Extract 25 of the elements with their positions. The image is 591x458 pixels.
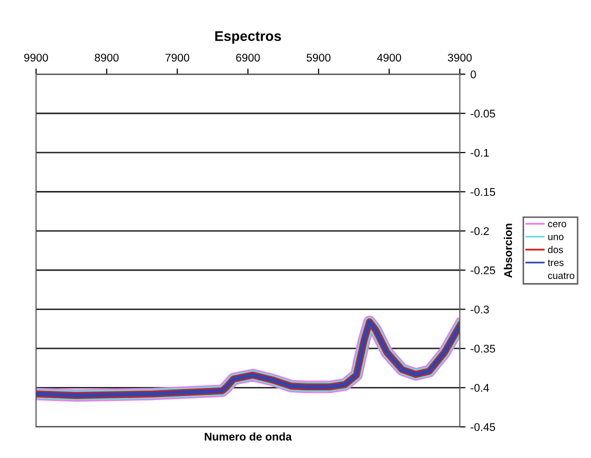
y-tick-label: -0.15 [470, 188, 496, 196]
x-tick-label: 7900 [166, 54, 190, 62]
y-tick-label: -0.3 [470, 306, 489, 314]
legend-label: uno [548, 234, 564, 240]
y-tick-label: -0.4 [470, 384, 490, 392]
x-tick-label: 4900 [377, 54, 402, 62]
text: cuatro [548, 272, 574, 280]
y-tick-label: -0.05 [470, 110, 496, 118]
y-axis-title: Absorcion [504, 224, 512, 278]
x-tick-label: 9900 [24, 54, 48, 62]
x-axis-title: Numero de onda [204, 432, 292, 441]
y-tick-label: -0.45 [470, 423, 496, 431]
legend-label: cero [548, 222, 566, 228]
y-tick-label: -0.25 [470, 266, 496, 274]
x-tick-label: 6900 [236, 54, 260, 62]
legend-label: dos [548, 246, 563, 254]
y-tick-label: 0 [470, 70, 476, 78]
chart-title: Espectros [215, 31, 281, 44]
y-tick-label: -0.2 [470, 227, 489, 236]
x-tick-label: 5900 [306, 54, 330, 62]
x-tick-label: 3900 [448, 54, 472, 62]
legend-label: tres [548, 260, 564, 266]
y-tick-label: -0.1 [470, 148, 489, 157]
x-tick-label: 8900 [94, 54, 119, 62]
y-tick-label: -0.35 [470, 344, 496, 353]
